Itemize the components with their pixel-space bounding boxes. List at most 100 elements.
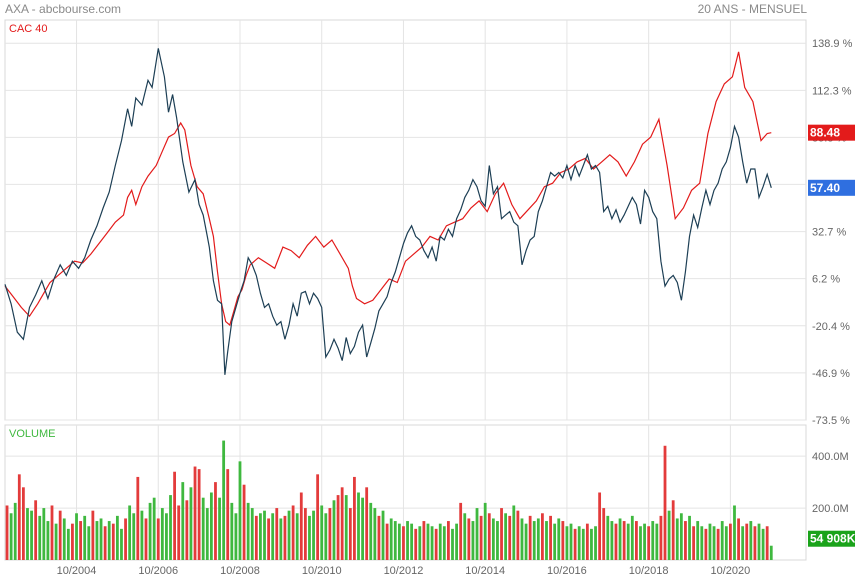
- volume-bar: [128, 505, 132, 560]
- volume-bar: [459, 502, 463, 560]
- volume-bar: [724, 526, 728, 560]
- volume-bar: [87, 526, 91, 560]
- y-tick-label: 112.3 %: [812, 85, 852, 97]
- volume-bar: [585, 523, 589, 560]
- volume-bar: [361, 497, 364, 560]
- legend-cac40: CAC 40: [9, 23, 48, 35]
- y-tick-label: -73.5 %: [812, 415, 850, 427]
- volume-bar: [115, 515, 119, 560]
- volume-bar: [581, 528, 585, 560]
- volume-bar: [483, 502, 487, 560]
- volume-bar: [712, 526, 716, 560]
- volume-bar: [9, 513, 13, 560]
- volume-bar: [508, 515, 512, 560]
- volume-bar: [618, 518, 622, 560]
- cac40-last-badge-label: 88.48: [810, 126, 840, 140]
- volume-bar: [410, 523, 414, 560]
- volume-bar: [688, 515, 691, 560]
- volume-bar: [132, 513, 136, 560]
- volume-bar: [679, 513, 683, 560]
- volume-bar: [144, 518, 148, 560]
- volume-bar: [316, 474, 320, 560]
- volume-bar: [312, 510, 315, 560]
- volume-bar: [557, 518, 561, 560]
- volume-bar: [720, 521, 724, 560]
- volume-bar: [430, 526, 434, 560]
- axa-last-badge-label: 57.40: [810, 181, 840, 195]
- volume-bar: [254, 515, 258, 560]
- volume-bar: [553, 523, 557, 560]
- volume-bar: [479, 515, 483, 560]
- volume-bar: [42, 508, 46, 560]
- volume-bar: [606, 515, 610, 560]
- volume-bar: [765, 526, 769, 560]
- volume-bar: [590, 528, 593, 560]
- volume-bar: [156, 518, 160, 560]
- volume-bar: [140, 510, 144, 560]
- volume-bar: [17, 474, 21, 560]
- volume-bar: [434, 528, 438, 560]
- volume-bar: [630, 515, 634, 560]
- volume-bar: [71, 523, 74, 560]
- volume-bar: [651, 521, 655, 560]
- volume-bar: [406, 521, 409, 560]
- volume-bar: [5, 505, 9, 560]
- y-tick-label: 6.2 %: [812, 274, 840, 286]
- volume-bar: [667, 510, 671, 560]
- volume-bar: [381, 510, 385, 560]
- volume-bar: [308, 515, 311, 560]
- volume-bar: [614, 523, 618, 560]
- y-tick-label: -20.4 %: [812, 321, 850, 333]
- volume-bar: [500, 508, 503, 560]
- x-tick-label: 10/2008: [220, 565, 260, 577]
- volume-bar: [120, 528, 123, 560]
- volume-bar: [75, 513, 78, 560]
- volume-bar: [66, 528, 70, 560]
- volume-bar: [103, 526, 107, 560]
- volume-bar: [136, 476, 140, 560]
- volume-bar: [565, 526, 569, 560]
- volume-bar: [275, 508, 279, 560]
- volume-bar: [332, 500, 336, 560]
- volume-bar: [397, 523, 401, 560]
- volume-bar: [622, 521, 626, 560]
- volume-bar: [291, 505, 295, 560]
- volume-bar: [393, 521, 397, 560]
- volume-last-badge-label: 54 908K: [810, 532, 855, 546]
- volume-bar: [671, 500, 675, 560]
- cac40-line: [4, 51, 772, 327]
- volume-bar: [438, 523, 442, 560]
- volume-bar: [389, 518, 393, 560]
- volume-bar: [26, 508, 29, 560]
- volume-bar: [491, 518, 495, 560]
- volume-bar: [549, 515, 552, 560]
- volume-bar: [222, 440, 226, 560]
- x-tick-label: 10/2010: [302, 565, 342, 577]
- axa-last-badge: [808, 179, 855, 196]
- volume-bar: [692, 526, 696, 560]
- volume-bar: [173, 471, 176, 560]
- volume-bar: [528, 515, 532, 560]
- volume-bar: [643, 523, 646, 560]
- volume-bar: [761, 528, 765, 560]
- volume-bar: [250, 508, 254, 560]
- legend-volume: VOLUME: [9, 428, 55, 440]
- volume-bar: [684, 521, 687, 560]
- volume-bar: [402, 526, 405, 560]
- volume-bar: [753, 526, 757, 560]
- volume-bar: [238, 461, 242, 560]
- volume-bar: [447, 521, 450, 560]
- volume-bar: [21, 487, 25, 560]
- period-label[interactable]: 20 ANS - MENSUEL: [697, 2, 807, 16]
- volume-bar: [512, 505, 516, 560]
- volume-bar: [467, 518, 471, 560]
- volume-bar: [442, 526, 446, 560]
- volume-bar: [99, 518, 103, 560]
- volume-panel-frame: [4, 424, 807, 561]
- volume-bar: [259, 513, 262, 560]
- volume-bar: [569, 523, 573, 560]
- volume-bar: [348, 508, 352, 560]
- volume-bar: [283, 515, 287, 560]
- y-tick-label: 138.9 %: [812, 38, 853, 50]
- volume-bar: [451, 528, 454, 560]
